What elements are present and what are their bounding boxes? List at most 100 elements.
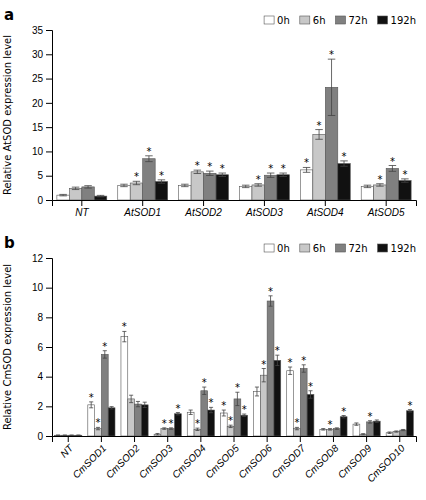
error-bar: [321, 429, 325, 430]
y-tick-mark: [46, 436, 52, 437]
y-tick-label: 30: [32, 49, 44, 60]
legend-swatch: [336, 244, 346, 252]
y-tick-mark: [46, 377, 52, 378]
significance-marker: *: [288, 357, 293, 368]
legend-swatch: [336, 16, 346, 24]
bar: [204, 173, 216, 200]
error-bar: [97, 195, 104, 196]
legend-label: 192h: [391, 15, 416, 26]
error-bar: [189, 410, 193, 414]
bar: [264, 175, 276, 200]
x-tick: CmSOD8: [302, 436, 340, 480]
legend-label: 192h: [391, 243, 416, 254]
bar: [287, 371, 294, 436]
significance-marker: *: [407, 400, 412, 411]
x-tick-label: CmSOD3: [137, 442, 175, 480]
bar: [340, 417, 347, 436]
y-tick: 0: [37, 431, 52, 442]
bar: [386, 168, 398, 200]
bar: [94, 196, 106, 200]
legend-item: 6h: [300, 243, 326, 254]
significance-marker: *: [281, 163, 286, 174]
x-tick: NT: [58, 436, 76, 460]
plot-area: [55, 296, 414, 436]
legend-item: 0h: [264, 15, 290, 26]
error-bar: [120, 184, 127, 186]
annotations: ****************: [134, 49, 407, 185]
y-tick: 35: [32, 25, 52, 36]
legend-item: 72h: [336, 243, 368, 254]
y-tick-label: 20: [32, 98, 44, 109]
y-tick: 0: [37, 195, 52, 206]
bar: [161, 429, 168, 436]
y-tick-label: 6: [37, 342, 43, 353]
x-tick-label: NT: [58, 442, 76, 460]
bar: [154, 434, 161, 436]
x-tick-mark: [366, 436, 367, 442]
error-bar: [110, 407, 114, 409]
x-tick-label: CmSOD6: [236, 442, 274, 480]
error-bar: [76, 434, 80, 436]
y-tick-label: 10: [32, 146, 44, 157]
bar: [130, 183, 142, 200]
significance-marker: *: [134, 171, 139, 182]
bar: [338, 164, 350, 200]
y-axis-line: [46, 31, 53, 201]
panel-label: a: [4, 6, 14, 24]
x-tick-label: AtSOD3: [245, 207, 283, 218]
panel: 024681012NTCmSOD1CmSOD2CmSOD3CmSOD4CmSOD…: [2, 234, 417, 484]
x-tick: CmSOD2: [104, 436, 142, 480]
panel-label: b: [4, 234, 15, 252]
significance-marker: *: [301, 355, 306, 366]
bar: [367, 422, 374, 436]
y-tick-mark: [46, 151, 52, 152]
x-tick-label: NT: [75, 207, 89, 218]
significance-marker: *: [329, 49, 334, 60]
bar: [254, 392, 261, 437]
x-tick-mark: [300, 436, 301, 442]
x-tick-mark: [203, 200, 204, 206]
legend-swatch: [378, 16, 388, 24]
significance-marker: *: [275, 345, 280, 356]
series: [82, 59, 399, 200]
y-axis: 024681012: [32, 253, 53, 442]
bar: [191, 172, 203, 200]
x-tick: AtSOD4: [306, 200, 344, 218]
x-tick-mark: [142, 200, 143, 206]
significance-marker: *: [402, 169, 407, 180]
significance-marker: *: [220, 163, 225, 174]
bar: [121, 337, 128, 436]
legend: 0h6h72h192h: [264, 15, 416, 26]
bar: [300, 369, 307, 436]
y-tick: 20: [32, 98, 52, 109]
error-bar: [72, 187, 79, 189]
x-tick: AtSOD2: [184, 200, 222, 218]
significance-marker: *: [317, 120, 322, 131]
error-bar: [388, 432, 392, 433]
series: [75, 355, 413, 436]
x-tick-mark: [68, 436, 69, 442]
significance-marker: *: [261, 359, 266, 370]
series: [69, 130, 386, 200]
x-tick-mark: [167, 436, 168, 442]
error-bar: [155, 433, 159, 434]
x-tick-label: CmSOD2: [104, 442, 142, 480]
bar: [400, 430, 407, 436]
x-tick-label: CmSOD1: [70, 442, 108, 480]
bar: [55, 435, 62, 436]
error-bar: [335, 428, 339, 429]
legend-label: 0h: [277, 243, 290, 254]
legend-swatch: [300, 16, 310, 24]
x-tick: CmSOD3: [137, 436, 175, 480]
bar: [307, 394, 314, 436]
bar: [252, 185, 264, 200]
bar: [393, 432, 400, 436]
significance-marker: *: [268, 286, 273, 297]
significance-marker: *: [328, 419, 333, 430]
significance-marker: *: [341, 406, 346, 417]
x-tick-label: CmSOD10: [365, 442, 407, 484]
bar: [135, 404, 142, 436]
y-tick: 8: [37, 312, 52, 323]
bar: [300, 170, 312, 200]
x-axis: NTAtSOD1AtSOD2AtSOD3AtSOD4AtSOD5: [53, 200, 417, 218]
